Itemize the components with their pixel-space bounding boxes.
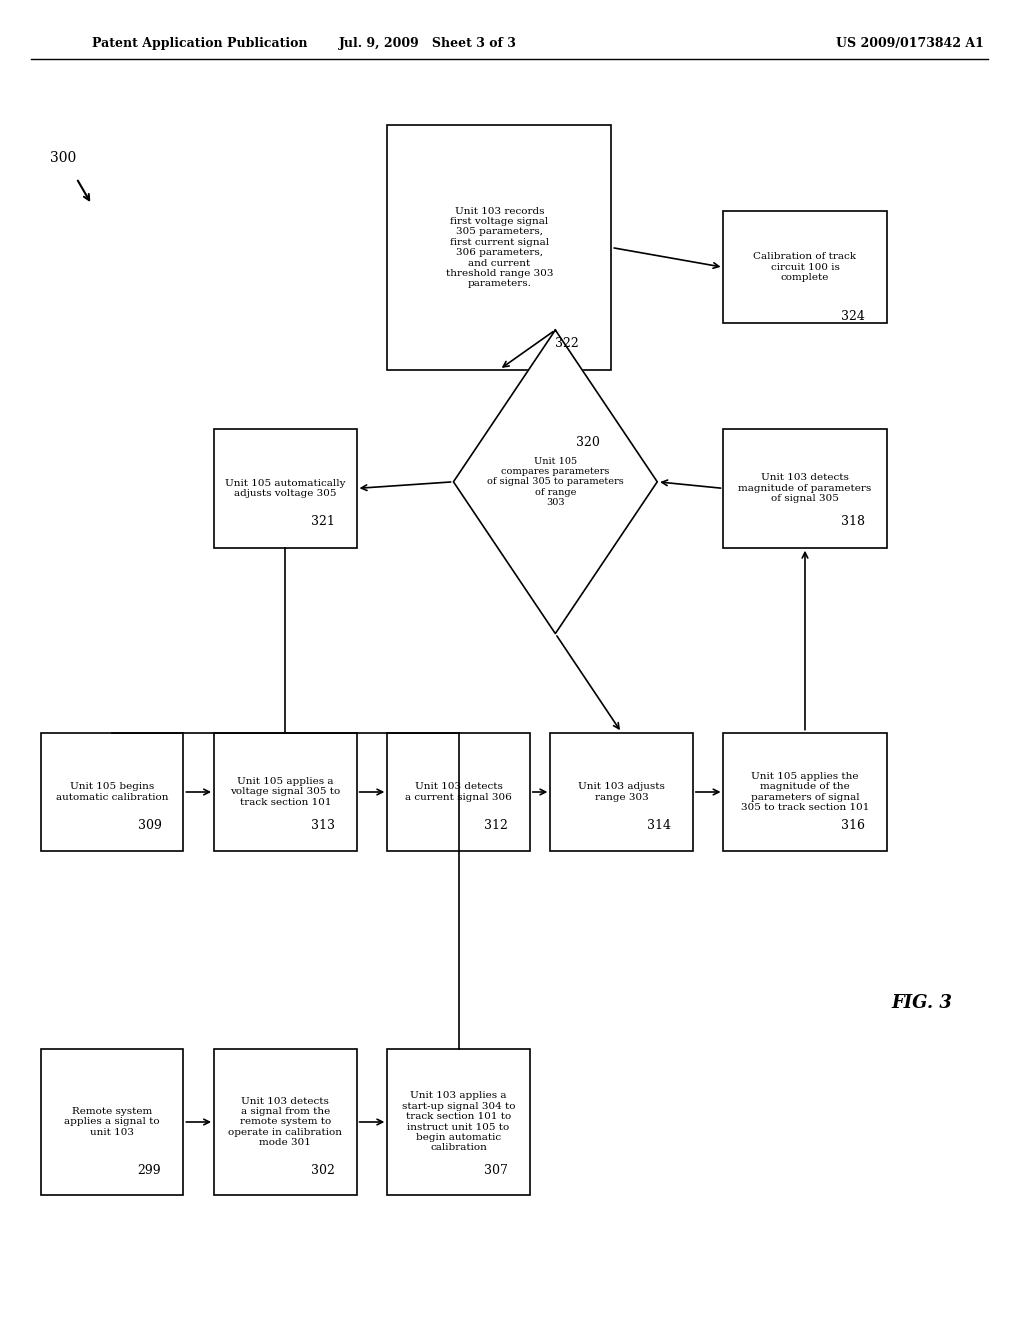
Polygon shape [454, 330, 657, 634]
FancyBboxPatch shape [214, 1049, 356, 1195]
Text: Calibration of track
circuit 100 is
complete: Calibration of track circuit 100 is comp… [754, 252, 856, 282]
Text: US 2009/0173842 A1: US 2009/0173842 A1 [836, 37, 983, 50]
FancyBboxPatch shape [724, 733, 887, 851]
Text: Unit 103 records
first voltage signal
305 parameters,
first current signal
306 p: Unit 103 records first voltage signal 30… [445, 207, 553, 288]
FancyBboxPatch shape [387, 125, 611, 370]
Text: 302: 302 [311, 1164, 335, 1177]
Text: Unit 105 applies a
voltage signal 305 to
track section 101: Unit 105 applies a voltage signal 305 to… [230, 777, 340, 807]
Text: 314: 314 [647, 818, 671, 832]
Text: 318: 318 [841, 515, 864, 528]
Text: 300: 300 [50, 152, 77, 165]
Text: 312: 312 [484, 818, 508, 832]
Text: Remote system
applies a signal to
unit 103: Remote system applies a signal to unit 1… [65, 1107, 160, 1137]
Text: Unit 105 automatically
adjusts voltage 305: Unit 105 automatically adjusts voltage 3… [225, 479, 345, 498]
FancyBboxPatch shape [387, 733, 529, 851]
Text: Unit 105
compares parameters
of signal 305 to parameters
of range
303: Unit 105 compares parameters of signal 3… [487, 457, 624, 507]
FancyBboxPatch shape [41, 1049, 183, 1195]
Text: Unit 105 applies the
magnitude of the
parameters of signal
305 to track section : Unit 105 applies the magnitude of the pa… [740, 772, 869, 812]
Text: 320: 320 [575, 436, 600, 449]
FancyBboxPatch shape [724, 429, 887, 548]
Text: 316: 316 [841, 818, 864, 832]
FancyBboxPatch shape [214, 429, 356, 548]
Text: 321: 321 [311, 515, 335, 528]
Text: Unit 103 detects
magnitude of parameters
of signal 305: Unit 103 detects magnitude of parameters… [738, 474, 871, 503]
Text: FIG. 3: FIG. 3 [892, 994, 952, 1012]
Text: Unit 105 begins
automatic calibration: Unit 105 begins automatic calibration [56, 783, 168, 801]
Text: 322: 322 [555, 337, 580, 350]
Text: 299: 299 [137, 1164, 161, 1177]
FancyBboxPatch shape [550, 733, 693, 851]
Text: Unit 103 detects
a current signal 306: Unit 103 detects a current signal 306 [406, 783, 512, 801]
FancyBboxPatch shape [214, 733, 356, 851]
Text: 307: 307 [484, 1164, 508, 1177]
Text: 313: 313 [311, 818, 335, 832]
Text: 309: 309 [137, 818, 162, 832]
FancyBboxPatch shape [41, 733, 183, 851]
FancyBboxPatch shape [387, 1049, 529, 1195]
Text: Unit 103 adjusts
range 303: Unit 103 adjusts range 303 [579, 783, 665, 801]
Text: Patent Application Publication: Patent Application Publication [92, 37, 307, 50]
Text: Jul. 9, 2009   Sheet 3 of 3: Jul. 9, 2009 Sheet 3 of 3 [339, 37, 517, 50]
FancyBboxPatch shape [724, 211, 887, 323]
Text: Unit 103 detects
a signal from the
remote system to
operate in calibration
mode : Unit 103 detects a signal from the remot… [228, 1097, 342, 1147]
Text: Unit 103 applies a
start-up signal 304 to
track section 101 to
instruct unit 105: Unit 103 applies a start-up signal 304 t… [401, 1092, 515, 1152]
Text: 324: 324 [841, 310, 864, 323]
